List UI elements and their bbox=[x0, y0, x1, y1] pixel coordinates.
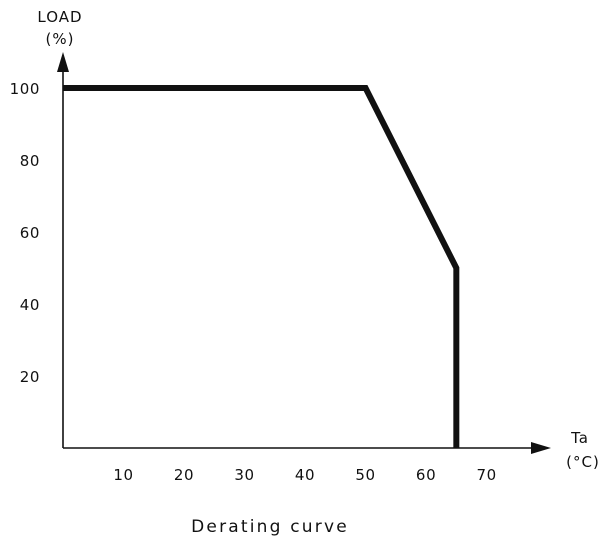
y-axis-arrowhead bbox=[57, 52, 69, 72]
y-axis-label-line-1: LOAD bbox=[37, 8, 82, 26]
x-tick-label-40: 40 bbox=[295, 466, 315, 484]
x-tick-label-70: 70 bbox=[476, 466, 496, 484]
x-tick-label-60: 60 bbox=[416, 466, 436, 484]
y-tick-label-40: 40 bbox=[20, 296, 40, 314]
x-tick-label-50: 50 bbox=[355, 466, 375, 484]
y-tick-label-80: 80 bbox=[20, 152, 40, 170]
derating-curve-line bbox=[63, 85, 460, 448]
x-axis-label-line-2: (°C) bbox=[566, 453, 600, 471]
x-tick-label-20: 20 bbox=[174, 466, 194, 484]
y-axis-label-line-2: (%) bbox=[46, 30, 75, 48]
x-tick-label-30: 30 bbox=[234, 466, 254, 484]
y-tick-labels: 20 40 60 80 100 bbox=[10, 80, 40, 386]
x-axis-arrowhead bbox=[531, 442, 551, 454]
y-tick-label-20: 20 bbox=[20, 368, 40, 386]
x-tick-label-10: 10 bbox=[113, 466, 133, 484]
x-tick-labels: 10 20 30 40 50 60 70 bbox=[113, 466, 496, 484]
chart-title: Derating curve bbox=[191, 517, 349, 537]
y-tick-label-60: 60 bbox=[20, 224, 40, 242]
x-axis-label-line-1: Ta bbox=[570, 429, 589, 447]
y-tick-label-100: 100 bbox=[10, 80, 40, 98]
